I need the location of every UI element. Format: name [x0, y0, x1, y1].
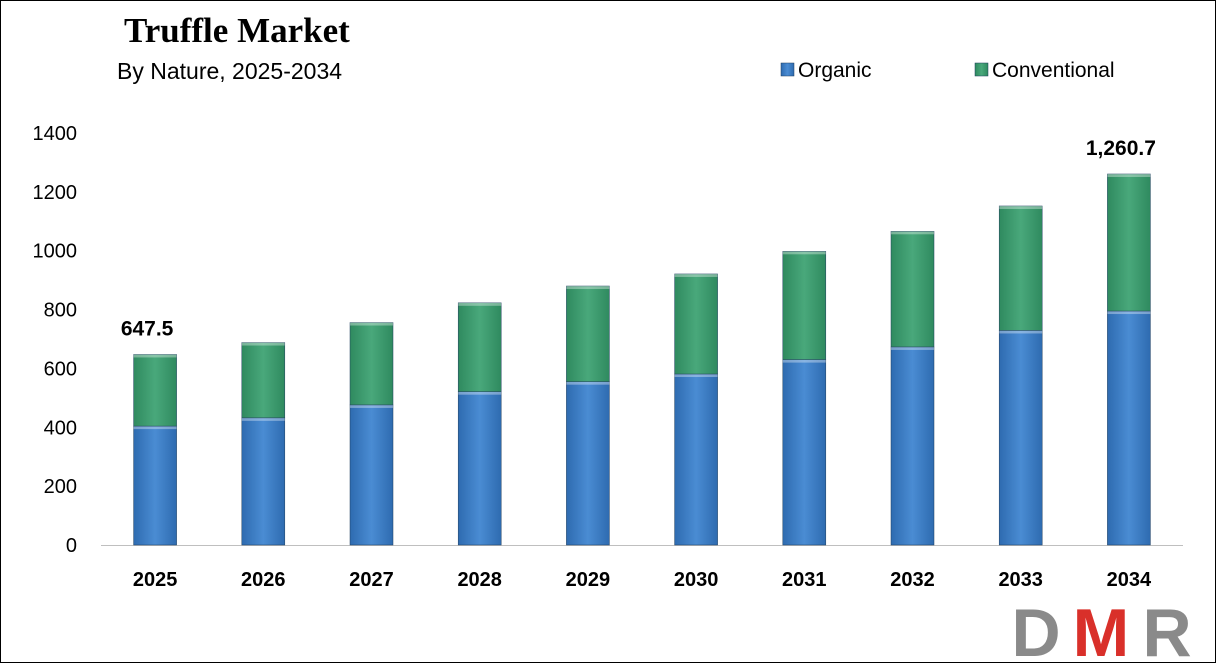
- bar-organic-2027: [349, 404, 394, 546]
- bar-organic-2033: [998, 330, 1043, 546]
- bar-organic-2030: [674, 373, 718, 546]
- bar-bevel: [458, 391, 502, 395]
- y-tick-label: 1400: [33, 123, 78, 145]
- bar-bevel: [782, 359, 826, 363]
- x-tick-label: 2030: [674, 569, 719, 591]
- bar-segment: [890, 231, 935, 348]
- bar-conventional-2030: [674, 273, 718, 375]
- bar-segment: [241, 342, 286, 419]
- bar-segment: [890, 346, 935, 546]
- chart-subtitle: By Nature, 2025-2034: [117, 58, 343, 84]
- bar-segment: [1107, 310, 1151, 546]
- x-tick-label: 2027: [349, 569, 394, 591]
- bar-bevel: [458, 302, 502, 306]
- bar-bevel: [566, 286, 610, 290]
- logo-letter: D: [1011, 595, 1060, 662]
- y-tick-label: 600: [44, 358, 77, 380]
- x-tick-label: 2026: [241, 569, 286, 591]
- x-tick-label: 2025: [133, 569, 178, 591]
- bar-segment: [349, 404, 394, 546]
- bar-segment: [133, 425, 177, 546]
- bar-segment: [782, 359, 827, 546]
- bar-organic-2026: [241, 417, 286, 546]
- bar-conventional-2029: [566, 285, 610, 382]
- bar-bevel: [891, 231, 934, 235]
- y-tick-label: 1200: [33, 182, 78, 204]
- x-tick-label: 2029: [566, 569, 611, 591]
- bar-segment: [241, 417, 286, 546]
- bar-organic-2029: [566, 381, 610, 546]
- logo-letter: R: [1142, 595, 1191, 662]
- bar-segment: [566, 285, 610, 382]
- bar-bevel: [133, 354, 177, 358]
- bar-bevel: [674, 273, 718, 277]
- x-tick-label: 2032: [890, 569, 935, 591]
- bar-bevel: [350, 322, 393, 326]
- x-tick-label: 2033: [998, 569, 1043, 591]
- bar-segment: [674, 273, 718, 375]
- bar-bevel: [566, 381, 610, 385]
- bar-bevel: [133, 426, 177, 430]
- bar-segment: [782, 251, 827, 360]
- bar-bevel: [241, 342, 285, 346]
- y-tick-label: 1000: [33, 241, 78, 263]
- bar-segment: [457, 391, 502, 546]
- x-tick-label: 2028: [457, 569, 502, 591]
- bar-organic-2028: [457, 391, 502, 546]
- bar-organic-2034: [1107, 310, 1151, 546]
- bar-bevel: [1107, 311, 1151, 315]
- bar-segment: [349, 322, 394, 406]
- bar-conventional-2028: [457, 302, 502, 392]
- legend-swatch: [974, 62, 989, 77]
- bar-segment: [457, 302, 502, 392]
- bar-organic-2031: [782, 359, 827, 546]
- bar-conventional-2025: [133, 354, 177, 427]
- data-label: 1,260.7: [1086, 137, 1156, 160]
- data-label: 647.5: [121, 317, 174, 340]
- bar-conventional-2027: [349, 322, 394, 406]
- bar-segment: [133, 354, 177, 427]
- bar-segment: [998, 330, 1043, 546]
- y-tick-label: 200: [44, 476, 77, 498]
- bar-segment: [566, 381, 610, 546]
- bar-bevel: [674, 374, 718, 378]
- bar-segment: [674, 373, 718, 546]
- chart-title: Truffle Market: [124, 11, 350, 50]
- legend-label: Conventional: [992, 59, 1115, 82]
- bar-conventional-2032: [890, 231, 935, 348]
- y-tick-label: 800: [44, 300, 77, 322]
- bar-bevel: [891, 346, 934, 350]
- bar-bevel: [241, 417, 285, 421]
- bar-bevel: [999, 330, 1043, 334]
- legend-label: Organic: [798, 59, 872, 82]
- bar-segment: [998, 205, 1043, 331]
- legend-item-organic: Organic: [780, 59, 872, 82]
- x-tick-label: 2034: [1107, 569, 1152, 591]
- bar-organic-2032: [890, 346, 935, 546]
- legend-swatch: [780, 62, 795, 77]
- bar-bevel: [782, 251, 826, 255]
- logo-letter: M: [1073, 595, 1130, 662]
- bar-conventional-2033: [998, 205, 1043, 331]
- legend-item-conventional: Conventional: [974, 59, 1115, 82]
- x-tick-label: 2031: [782, 569, 827, 591]
- y-tick-label: 0: [66, 535, 77, 557]
- y-tick-label: 400: [44, 417, 77, 439]
- bar-bevel: [1107, 173, 1151, 177]
- bar-bevel: [350, 404, 393, 408]
- bar-segment: [1107, 173, 1151, 312]
- bar-conventional-2031: [782, 251, 827, 360]
- bar-organic-2025: [133, 425, 177, 546]
- bar-conventional-2026: [241, 342, 286, 419]
- bar-bevel: [999, 205, 1043, 209]
- bar-conventional-2034: [1107, 173, 1151, 312]
